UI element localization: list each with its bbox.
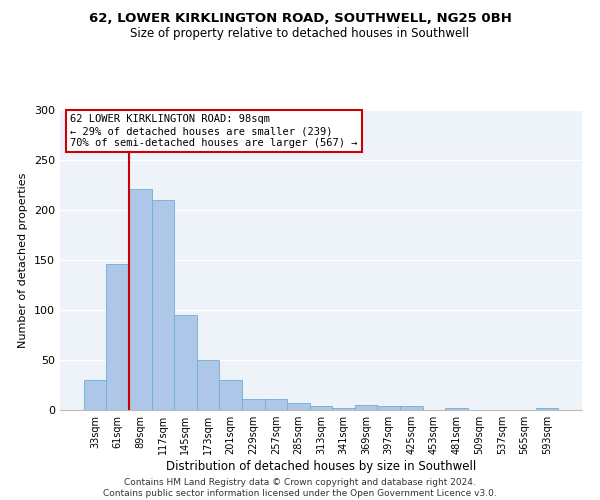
Bar xyxy=(84,380,106,410)
Bar xyxy=(400,406,422,410)
Bar xyxy=(106,264,129,410)
Bar xyxy=(310,406,332,410)
Bar xyxy=(174,315,197,410)
Bar xyxy=(152,200,174,410)
Bar xyxy=(332,408,355,410)
Text: 62, LOWER KIRKLINGTON ROAD, SOUTHWELL, NG25 0BH: 62, LOWER KIRKLINGTON ROAD, SOUTHWELL, N… xyxy=(89,12,511,26)
Bar xyxy=(197,360,220,410)
Bar xyxy=(377,406,400,410)
Y-axis label: Number of detached properties: Number of detached properties xyxy=(19,172,28,348)
Bar xyxy=(265,399,287,410)
Bar xyxy=(536,408,558,410)
Text: 62 LOWER KIRKLINGTON ROAD: 98sqm
← 29% of detached houses are smaller (239)
70% : 62 LOWER KIRKLINGTON ROAD: 98sqm ← 29% o… xyxy=(70,114,358,148)
Bar xyxy=(242,399,265,410)
Bar xyxy=(445,408,468,410)
Bar xyxy=(287,403,310,410)
Bar xyxy=(220,380,242,410)
Bar xyxy=(129,189,152,410)
Bar xyxy=(355,405,377,410)
Text: Contains HM Land Registry data © Crown copyright and database right 2024.
Contai: Contains HM Land Registry data © Crown c… xyxy=(103,478,497,498)
Text: Size of property relative to detached houses in Southwell: Size of property relative to detached ho… xyxy=(131,28,470,40)
X-axis label: Distribution of detached houses by size in Southwell: Distribution of detached houses by size … xyxy=(166,460,476,473)
